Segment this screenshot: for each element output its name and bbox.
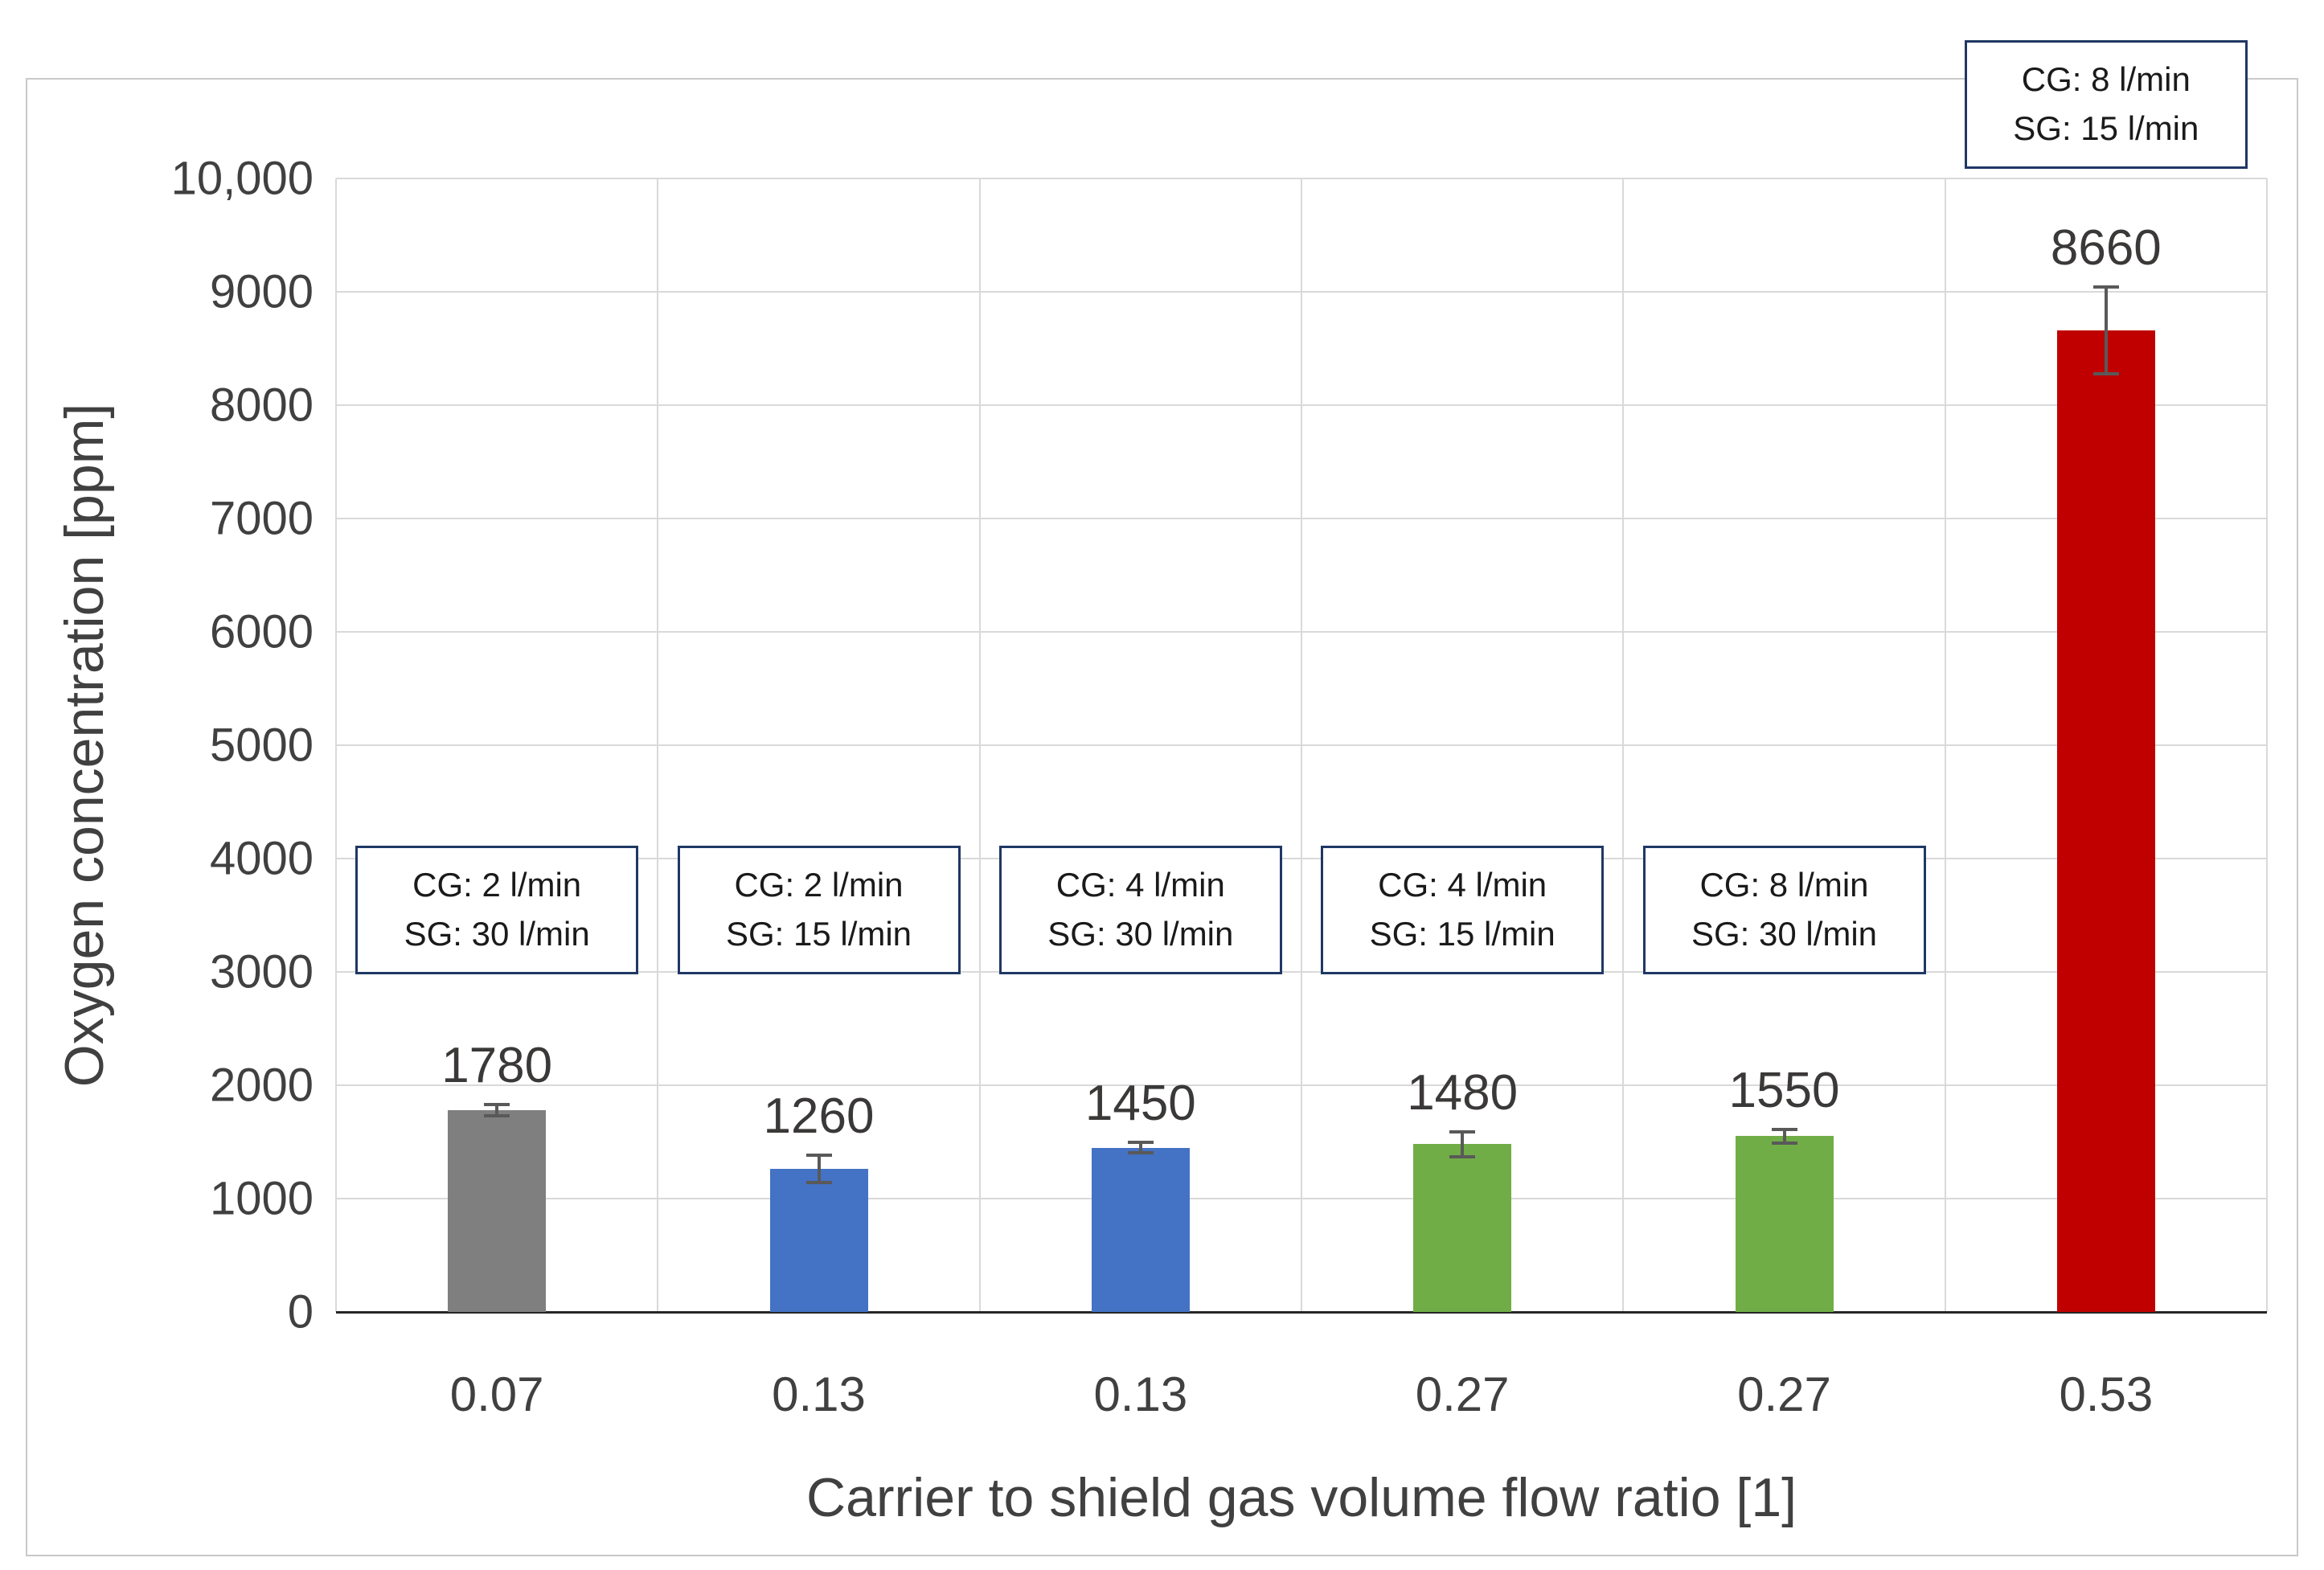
error-bar-cap-bottom	[2092, 371, 2119, 375]
error-bar-cap-top	[1449, 1129, 1476, 1133]
v-gridline	[657, 178, 659, 1312]
bar	[448, 1110, 547, 1312]
annotation-line: CG: 8 l/min	[2021, 60, 2191, 98]
x-tick-label: 0.13	[1093, 1367, 1188, 1421]
v-gridline	[335, 178, 337, 1312]
bar-data-label: 1450	[1084, 1076, 1196, 1132]
bar-data-label: 1550	[1728, 1062, 1840, 1118]
error-bar-cap-bottom	[484, 1114, 510, 1118]
annotation-line: SG: 30 l/min	[404, 914, 590, 953]
error-bar-cap-top	[484, 1102, 510, 1106]
y-tick-label: 9000	[209, 265, 314, 318]
y-tick-label: 2000	[209, 1059, 314, 1112]
annotation-box: CG: 2 l/min SG: 15 l/min	[677, 846, 961, 974]
y-tick-label: 4000	[209, 832, 314, 885]
annotation-line: SG: 30 l/min	[1691, 914, 1878, 953]
v-gridline	[1301, 178, 1302, 1312]
annotation-line: SG: 15 l/min	[1369, 914, 1555, 953]
error-bar-line	[1782, 1129, 1786, 1143]
bar	[1735, 1136, 1834, 1312]
x-tick-label: 0.27	[1737, 1367, 1831, 1421]
annotation-box: CG: 8 l/min SG: 30 l/min	[1642, 846, 1926, 974]
y-tick-label: 5000	[209, 719, 314, 772]
annotation-box: CG: 8 l/min SG: 15 l/min	[1964, 40, 2248, 169]
error-bar-cap-top	[1127, 1141, 1154, 1145]
error-bar-cap-top	[2092, 285, 2119, 289]
error-bar-line	[1138, 1142, 1142, 1153]
error-bar-line	[1461, 1131, 1465, 1157]
annotation-box: CG: 4 l/min SG: 15 l/min	[1321, 846, 1605, 974]
v-gridline	[2266, 178, 2268, 1312]
annotation-line: CG: 4 l/min	[1378, 866, 1547, 904]
error-bar-line	[2104, 287, 2108, 374]
error-bar-cap-bottom	[1127, 1150, 1154, 1154]
v-gridline	[1622, 178, 1625, 1312]
annotation-line: CG: 8 l/min	[1699, 866, 1869, 904]
bar-data-label: 8660	[2050, 220, 2162, 277]
y-tick-label: 7000	[209, 492, 314, 545]
annotation-line: CG: 2 l/min	[734, 866, 904, 904]
annotation-line: SG: 30 l/min	[1047, 914, 1234, 953]
annotation-box: CG: 2 l/min SG: 30 l/min	[355, 846, 639, 974]
bar	[769, 1169, 868, 1312]
annotation-line: CG: 2 l/min	[412, 866, 582, 904]
x-tick-label: 0.07	[449, 1367, 544, 1421]
bar-data-label: 1260	[763, 1088, 875, 1145]
x-tick-label: 0.53	[2059, 1367, 2154, 1421]
bar	[1413, 1144, 1512, 1312]
v-gridline	[1944, 178, 1946, 1312]
annotation-box: CG: 4 l/min SG: 30 l/min	[998, 846, 1282, 974]
x-tick-label: 0.13	[772, 1367, 866, 1421]
bar	[1091, 1147, 1190, 1312]
x-axis-line	[336, 1311, 2267, 1314]
error-bar-cap-bottom	[805, 1181, 832, 1185]
y-tick-label: 3000	[209, 945, 314, 998]
y-tick-label: 6000	[209, 605, 314, 658]
y-tick-label: 0	[287, 1285, 314, 1338]
annotation-line: CG: 4 l/min	[1055, 866, 1225, 904]
error-bar-line	[495, 1104, 499, 1117]
y-tick-label: 8000	[209, 379, 314, 432]
error-bar-line	[817, 1155, 821, 1183]
bar-data-label: 1480	[1407, 1064, 1519, 1121]
y-axis-title: Oxygen concentration [ppm]	[54, 403, 115, 1088]
v-gridline	[978, 178, 981, 1312]
x-tick-label: 0.27	[1415, 1367, 1510, 1421]
annotation-line: SG: 15 l/min	[2013, 109, 2199, 147]
annotation-line: SG: 15 l/min	[725, 914, 912, 953]
error-bar-cap-bottom	[1449, 1154, 1476, 1158]
error-bar-cap-top	[1771, 1127, 1797, 1131]
y-tick-label: 10,000	[170, 152, 314, 205]
error-bar-cap-top	[805, 1154, 832, 1158]
chart-border	[26, 78, 2298, 1556]
y-tick-label: 1000	[209, 1172, 314, 1225]
bar	[2056, 330, 2155, 1312]
bar-data-label: 1780	[441, 1037, 553, 1093]
error-bar-cap-bottom	[1771, 1141, 1797, 1145]
x-axis-title: Carrier to shield gas volume flow ratio …	[805, 1467, 1797, 1528]
